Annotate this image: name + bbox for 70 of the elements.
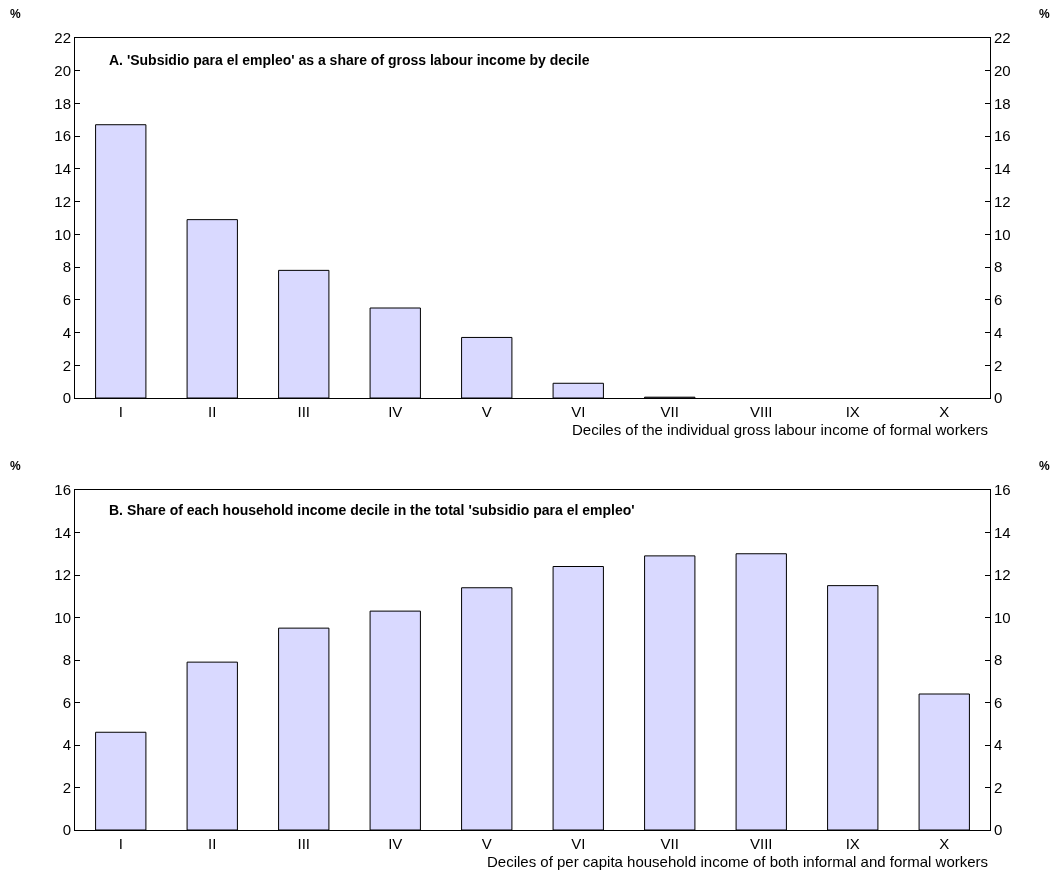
- y2-tick-label: 4: [994, 323, 1003, 341]
- y2-tick-label: 8: [994, 651, 1003, 669]
- x-tick-label: X: [939, 835, 950, 852]
- y-tick-label: 6: [62, 693, 71, 711]
- y-tick-label: 8: [62, 258, 71, 276]
- x-tick-label: III: [297, 835, 311, 852]
- y2-tick-label: 10: [994, 608, 1011, 626]
- y2-tick-label: 12: [994, 192, 1011, 210]
- y-tick-label: 14: [54, 160, 71, 178]
- x-tick-label: VI: [571, 835, 586, 852]
- y-tick-label: 8: [62, 651, 71, 669]
- y2-tick-label: 18: [994, 94, 1011, 112]
- text: B. Share of each household income decile in the total 'subsidio para el empleo': [109, 502, 635, 518]
- y-tick-label: 4: [62, 323, 71, 341]
- x-tick-label: IX: [845, 835, 860, 852]
- y-tick-label: 12: [54, 192, 71, 210]
- x-tick-label: IV: [388, 835, 403, 852]
- y-tick-label: 16: [54, 481, 71, 499]
- x-tick-label: VII: [660, 835, 679, 852]
- x-axis-title: Deciles of per capita household income of both informal and formal workers: [487, 853, 989, 870]
- y2-tick-label: 2: [994, 778, 1003, 796]
- x-tick-label: II: [208, 835, 217, 852]
- x-tick-label: IX: [845, 403, 860, 420]
- y2-tick-label: 6: [994, 693, 1003, 711]
- y2-tick-label: 14: [994, 523, 1011, 541]
- x-tick-label: X: [939, 403, 950, 420]
- y-tick-label: 0: [62, 389, 71, 407]
- y-tick-label: 2: [62, 778, 71, 796]
- x-tick-label: V: [481, 403, 492, 420]
- x-tick-label: I: [118, 403, 123, 420]
- y2-tick-label: 0: [994, 389, 1003, 407]
- y2-tick-label: 4: [994, 736, 1003, 754]
- y2-axis-title: %: [1039, 7, 1050, 21]
- y-tick-label: 4: [62, 736, 71, 754]
- y2-axis-title: %: [1039, 459, 1050, 473]
- x-tick-label: VII: [660, 403, 679, 420]
- y-tick-label: 0: [62, 821, 71, 839]
- y-tick-label: 22: [54, 29, 71, 47]
- x-tick-label: VIII: [749, 835, 773, 852]
- y-axis-title: %: [10, 459, 21, 473]
- y-tick-label: 14: [54, 523, 71, 541]
- x-axis-title: Deciles of the individual gross labour income of formal workers: [572, 421, 989, 438]
- y2-tick-label: 8: [994, 258, 1003, 276]
- y-tick-label: 6: [62, 291, 71, 309]
- x-tick-label: VI: [571, 403, 586, 420]
- y2-tick-label: 6: [994, 291, 1003, 309]
- x-tick-label: IV: [388, 403, 403, 420]
- y2-tick-label: 14: [994, 160, 1011, 178]
- x-tick-label: III: [297, 403, 311, 420]
- y-axis-title: %: [10, 7, 21, 21]
- y-tick-label: 2: [62, 356, 71, 374]
- y-tick-label: 10: [54, 225, 71, 243]
- y-tick-label: 20: [54, 61, 71, 79]
- y2-tick-label: 16: [994, 481, 1011, 499]
- y2-tick-label: 22: [994, 29, 1011, 47]
- y2-tick-label: 12: [994, 566, 1011, 584]
- x-tick-label: I: [118, 835, 123, 852]
- y2-tick-label: 10: [994, 225, 1011, 243]
- y-tick-label: 18: [54, 94, 71, 112]
- y-tick-label: 10: [54, 608, 71, 626]
- y2-tick-label: 20: [994, 61, 1011, 79]
- y-tick-label: 12: [54, 566, 71, 584]
- y2-tick-label: 0: [994, 821, 1003, 839]
- x-tick-label: II: [208, 403, 217, 420]
- x-tick-label: VIII: [749, 403, 773, 420]
- x-tick-label: V: [481, 835, 492, 852]
- text: A. 'Subsidio para el empleo' as a share of gross labour income by decile: [109, 52, 590, 68]
- y2-tick-label: 16: [994, 127, 1011, 145]
- y-tick-label: 16: [54, 127, 71, 145]
- y2-tick-label: 2: [994, 356, 1003, 374]
